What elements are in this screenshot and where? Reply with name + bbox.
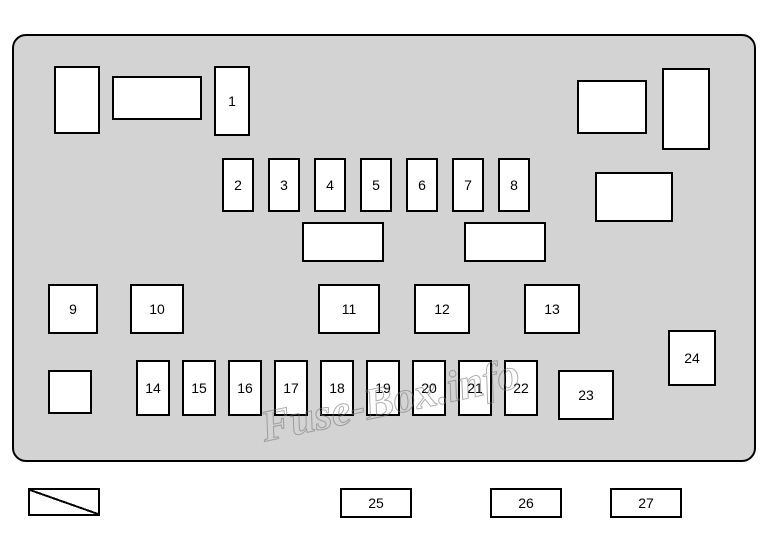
fuse-slot-13: 13 (524, 284, 580, 334)
unlabeled-slot (54, 66, 100, 134)
fuse-slot-11: 11 (318, 284, 380, 334)
fuse-slot-2: 2 (222, 158, 254, 212)
fuse-slot-1: 1 (214, 66, 250, 136)
fuse-slot-15: 15 (182, 360, 216, 416)
unlabeled-slot (464, 222, 546, 262)
unlabeled-slot (302, 222, 384, 262)
unlabeled-slot (48, 370, 92, 414)
fuse-slot-12: 12 (414, 284, 470, 334)
fuse-slot-7: 7 (452, 158, 484, 212)
fuse-slot-14: 14 (136, 360, 170, 416)
unlabeled-slot (662, 68, 710, 150)
fuse-slot-6: 6 (406, 158, 438, 212)
fuse-slot-4: 4 (314, 158, 346, 212)
fuse-slot-20: 20 (412, 360, 446, 416)
unlabeled-slot (595, 172, 673, 222)
fuse-slot-19: 19 (366, 360, 400, 416)
unlabeled-slot (112, 76, 202, 120)
fuse-slot-18: 18 (320, 360, 354, 416)
fuse-slot-23: 23 (558, 370, 614, 420)
fuse-slot-17: 17 (274, 360, 308, 416)
fuse-slot-3: 3 (268, 158, 300, 212)
crossed-slot (28, 488, 100, 516)
fuse-slot-26: 26 (490, 488, 562, 518)
fuse-slot-16: 16 (228, 360, 262, 416)
fuse-slot-21: 21 (458, 360, 492, 416)
unlabeled-slot (577, 80, 647, 134)
fuse-slot-5: 5 (360, 158, 392, 212)
fuse-slot-25: 25 (340, 488, 412, 518)
fuse-slot-8: 8 (498, 158, 530, 212)
fuse-slot-24: 24 (668, 330, 716, 386)
fuse-slot-10: 10 (130, 284, 184, 334)
fuse-slot-22: 22 (504, 360, 538, 416)
fuse-slot-9: 9 (48, 284, 98, 334)
fuse-slot-27: 27 (610, 488, 682, 518)
